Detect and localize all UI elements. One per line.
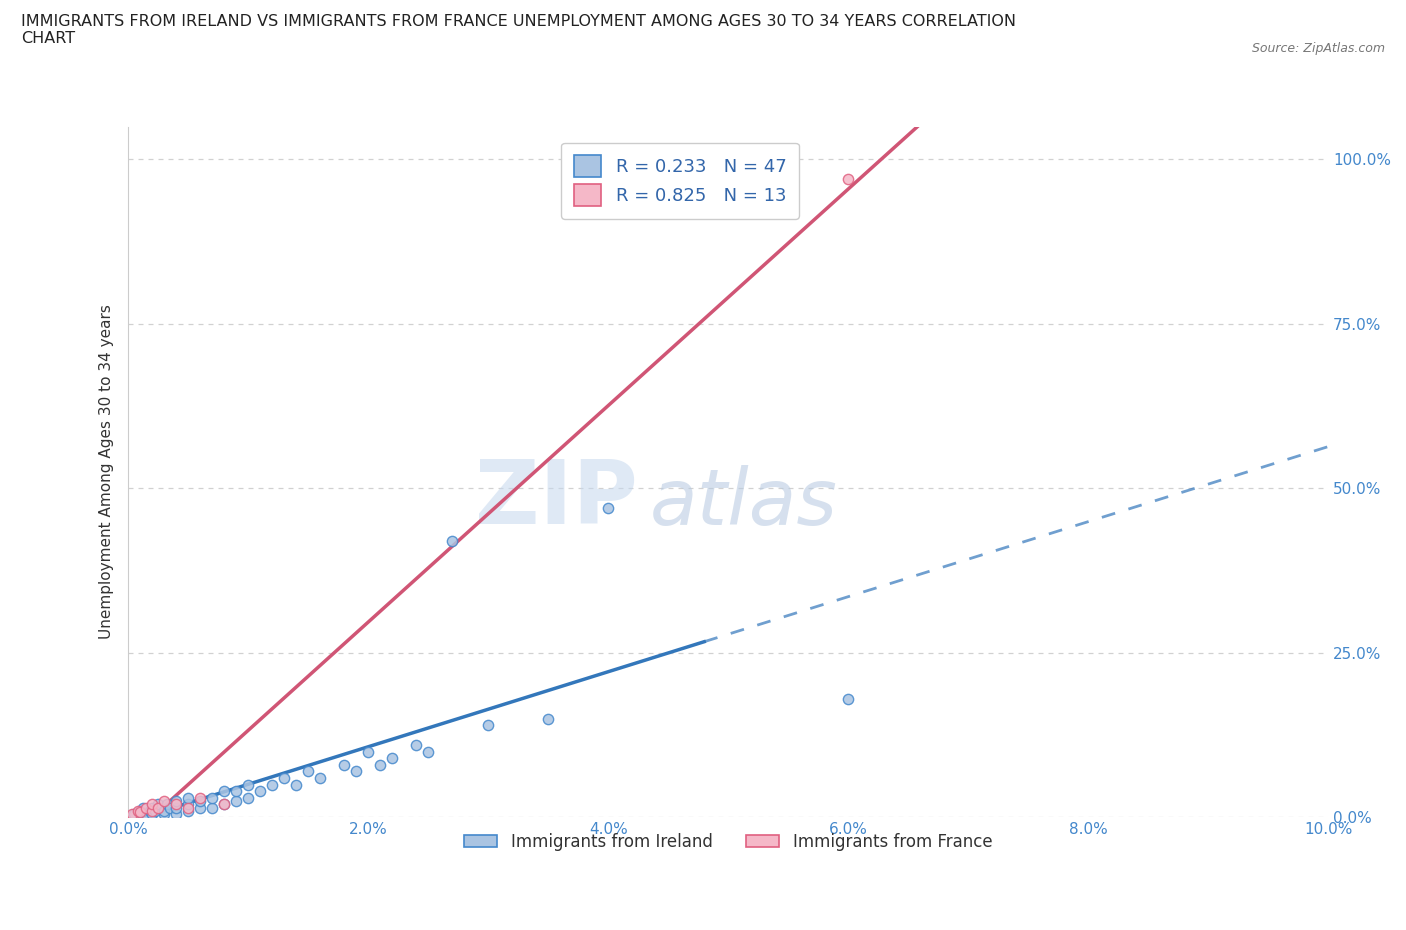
Text: IMMIGRANTS FROM IRELAND VS IMMIGRANTS FROM FRANCE UNEMPLOYMENT AMONG AGES 30 TO : IMMIGRANTS FROM IRELAND VS IMMIGRANTS FR… [21, 14, 1017, 46]
Point [135, 806, 157, 821]
Point [212, 784, 235, 799]
Point [201, 790, 224, 805]
Point [201, 800, 224, 815]
Point [177, 804, 200, 818]
Point [177, 797, 200, 812]
Point [249, 784, 271, 799]
Point [188, 793, 211, 808]
Point [141, 797, 163, 812]
Point [225, 793, 247, 808]
Point [477, 718, 499, 733]
Point [837, 692, 859, 707]
Point [238, 777, 260, 792]
Point [598, 500, 620, 515]
Point [148, 800, 170, 815]
Point [297, 764, 319, 778]
Point [285, 777, 308, 792]
Point [148, 797, 170, 812]
Point [357, 744, 380, 759]
Point [344, 764, 367, 778]
Point [212, 797, 235, 812]
Point [129, 804, 152, 818]
Point [153, 793, 176, 808]
Point [121, 806, 143, 821]
Point [177, 800, 200, 815]
Point [156, 797, 179, 812]
Y-axis label: Unemployment Among Ages 30 to 34 years: Unemployment Among Ages 30 to 34 years [100, 304, 114, 640]
Point [188, 790, 211, 805]
Point [135, 800, 157, 815]
Point [153, 806, 176, 821]
Point [139, 804, 162, 818]
Legend: Immigrants from Ireland, Immigrants from France: Immigrants from Ireland, Immigrants from… [457, 826, 998, 857]
Point [165, 800, 187, 815]
Point [537, 711, 560, 726]
Point [129, 804, 152, 819]
Point [188, 800, 211, 815]
Point [418, 744, 440, 759]
Point [153, 804, 176, 818]
Point [212, 797, 235, 812]
Point [309, 770, 332, 785]
Text: ZIP: ZIP [475, 456, 638, 543]
Point [165, 806, 187, 821]
Point [405, 737, 427, 752]
Point [143, 804, 166, 818]
Point [368, 757, 391, 772]
Point [127, 804, 149, 818]
Text: Source: ZipAtlas.com: Source: ZipAtlas.com [1251, 42, 1385, 55]
Point [122, 806, 145, 821]
Point [159, 800, 181, 815]
Point [238, 790, 260, 805]
Point [441, 534, 464, 549]
Point [262, 777, 284, 792]
Point [837, 172, 859, 187]
Point [141, 800, 163, 815]
Point [273, 770, 295, 785]
Text: atlas: atlas [650, 465, 838, 541]
Point [141, 806, 163, 821]
Point [141, 804, 163, 818]
Point [165, 797, 187, 812]
Point [131, 800, 153, 815]
Point [381, 751, 404, 765]
Point [177, 790, 200, 805]
Point [333, 757, 356, 772]
Point [225, 784, 247, 799]
Point [165, 793, 187, 808]
